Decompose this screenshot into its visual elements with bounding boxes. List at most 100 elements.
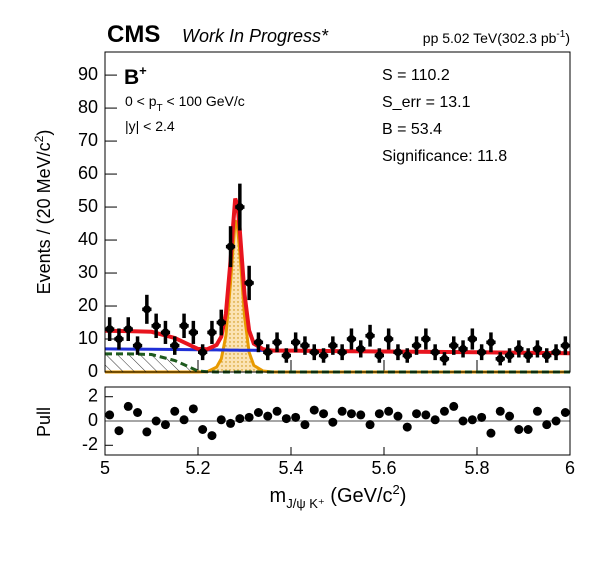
data-point <box>505 351 514 360</box>
data-point <box>207 328 216 337</box>
cut-pt-sub: T <box>157 103 163 114</box>
data-point <box>486 338 495 347</box>
pull-point <box>532 406 542 416</box>
pull-point <box>309 405 319 415</box>
pull-point <box>253 408 263 417</box>
data-point <box>319 351 328 360</box>
status: Work In Progress* <box>182 26 329 46</box>
y-tick-label: 90 <box>78 64 98 84</box>
pull-point <box>523 425 533 434</box>
data-point <box>412 341 421 350</box>
pull-point <box>402 422 412 432</box>
pull-point <box>495 406 505 416</box>
data-point <box>338 348 347 357</box>
pull-point <box>198 425 208 434</box>
pull-point <box>216 415 226 425</box>
ylabel-text: Events / (20 MeV/c <box>34 142 54 294</box>
data-point <box>217 318 226 327</box>
x-tick-label: 5.2 <box>185 458 210 478</box>
pull-point <box>151 416 161 426</box>
pull-point <box>542 420 552 430</box>
x-tick-label: 6 <box>565 458 575 478</box>
pull-point <box>356 410 366 420</box>
pull-point <box>393 411 403 421</box>
cut-pt-a: 0 < p <box>125 93 157 109</box>
data-point <box>114 335 123 344</box>
pull-point <box>560 408 570 417</box>
data-point <box>524 351 533 360</box>
pull-point <box>114 426 124 436</box>
plot-frame <box>104 386 571 456</box>
y-tick-label: 60 <box>78 163 98 183</box>
pull-point <box>346 409 356 419</box>
lumi-sup: -1 <box>556 29 565 40</box>
pull-point <box>421 410 431 420</box>
data-point <box>375 351 384 360</box>
title-sup: + <box>139 63 147 78</box>
data-point <box>254 338 263 347</box>
data-point <box>431 348 440 357</box>
xlabel-sub: J/ψ K⁺ <box>286 496 325 511</box>
x-tick-label: 5 <box>100 458 110 478</box>
pull-point <box>439 406 449 416</box>
data-point <box>533 344 542 353</box>
y-tick-label: 2 <box>88 385 98 405</box>
y-tick-label: 30 <box>78 262 98 282</box>
y-tick-label: 10 <box>78 328 98 348</box>
plot-frame <box>104 51 571 373</box>
data-point <box>542 351 551 360</box>
pull-point <box>188 404 198 414</box>
data-point <box>403 351 412 360</box>
pull-point <box>244 412 254 422</box>
data-point <box>496 354 505 363</box>
x-tick-label: 5.4 <box>278 458 303 478</box>
title-text: B <box>124 66 139 89</box>
data-point <box>226 242 235 251</box>
pull-point <box>551 416 561 426</box>
data-point <box>263 348 272 357</box>
pull-point <box>291 412 301 422</box>
stat-text: S = 110.2 <box>382 67 450 84</box>
data-point <box>142 305 151 314</box>
data-point <box>477 348 486 357</box>
pull-point <box>105 410 115 420</box>
pull-point <box>337 406 347 416</box>
cut-pt: 0 < pT < 100 GeV/c <box>125 93 245 114</box>
pull-point <box>133 408 143 417</box>
cut-y: |y| < 2.4 <box>125 118 175 134</box>
y-tick-label: 80 <box>78 97 98 117</box>
data-point <box>449 341 458 350</box>
pull-point <box>449 401 459 411</box>
data-point <box>282 351 291 360</box>
pull-point <box>384 406 394 416</box>
data-point <box>245 278 254 287</box>
pull-point <box>207 431 217 441</box>
y-tick-label: 0 <box>88 410 98 430</box>
pull-point <box>300 420 310 430</box>
data-point <box>356 344 365 353</box>
data-point <box>328 341 337 350</box>
data-point <box>440 354 449 363</box>
x-tick-label: 5.8 <box>464 458 489 478</box>
data-point <box>514 344 523 353</box>
pull-axis-label: Pull <box>34 407 54 437</box>
data-point <box>152 321 161 330</box>
data-point <box>273 338 282 347</box>
pull-point <box>505 411 515 421</box>
lumi: pp 5.02 TeV(302.3 pb-1) <box>423 29 570 46</box>
data-point <box>300 341 309 350</box>
data-point <box>384 335 393 344</box>
data-point <box>310 348 319 357</box>
data-point <box>189 328 198 337</box>
x-axis-label: mJ/ψ K⁺ (GeV/c2) <box>270 482 407 511</box>
stat-text: S_err = 13.1 <box>382 94 471 111</box>
data-point <box>347 335 356 344</box>
data-point <box>235 203 244 212</box>
pull-point <box>467 415 477 425</box>
data-point <box>180 321 189 330</box>
pull-point <box>328 417 338 427</box>
data-point <box>105 325 114 334</box>
cut-pt-b: < 100 GeV/c <box>163 93 245 109</box>
ylabel-close: ) <box>34 130 54 136</box>
data-point <box>561 341 570 350</box>
